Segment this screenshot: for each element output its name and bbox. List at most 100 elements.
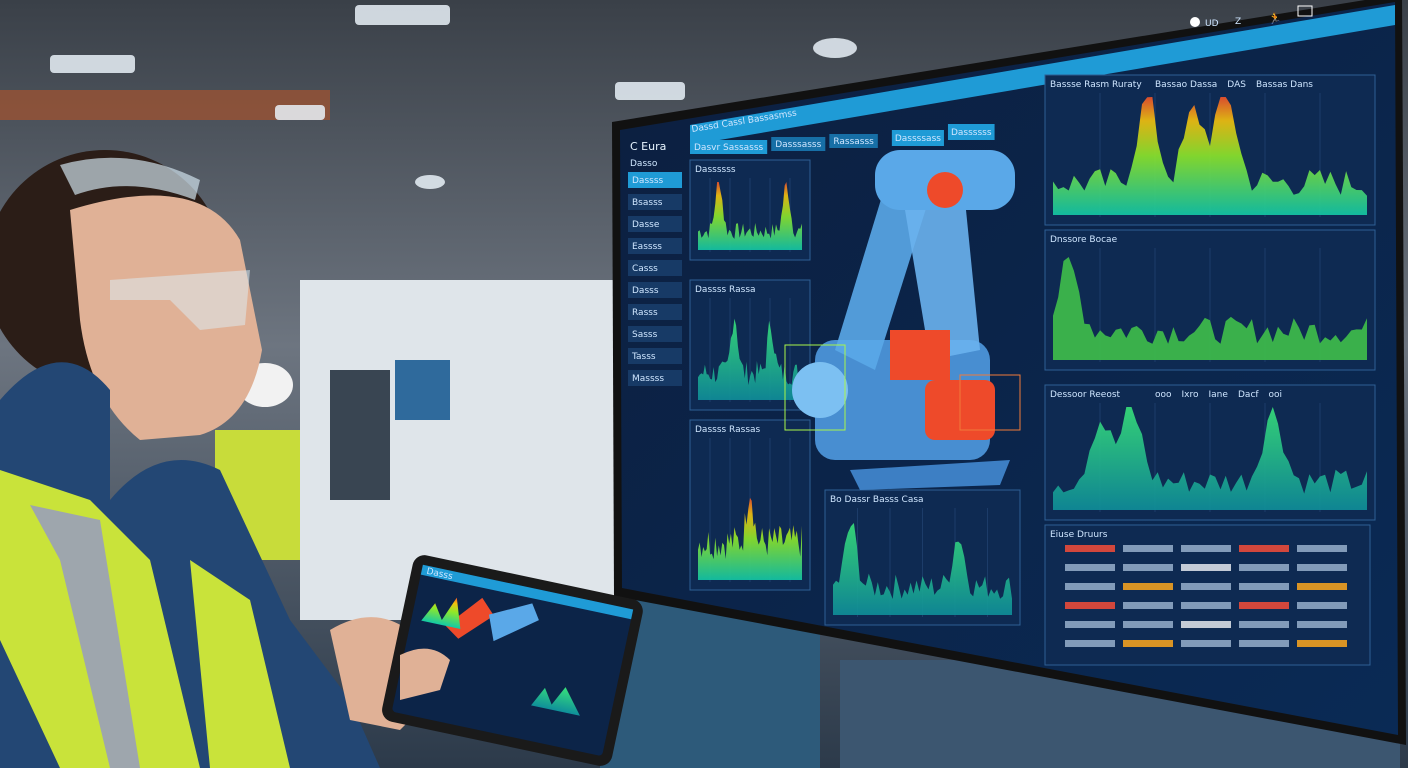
panel-right-mid: Dnssore Bocae bbox=[1044, 229, 1376, 371]
panel-title: Bassse Rasm Ruraty bbox=[1050, 80, 1142, 90]
sidebar-item-label: Sasss bbox=[632, 330, 658, 340]
action-button-1[interactable]: Dassssss bbox=[947, 124, 995, 140]
finger bbox=[400, 648, 450, 700]
panel-title: Dnssore Bocae bbox=[1050, 235, 1118, 245]
spectrum-chart bbox=[833, 523, 1012, 615]
status-table: Eiuse Druurs bbox=[1044, 524, 1371, 666]
robot-arm-3d-model[interactable] bbox=[784, 150, 1021, 490]
sidebar-item[interactable]: Eassss bbox=[628, 238, 682, 254]
tablet[interactable]: Dasss bbox=[380, 553, 645, 768]
spectrum-chart bbox=[1053, 257, 1367, 360]
tab-label: Dasvr Sassasss bbox=[694, 143, 764, 153]
tab-1[interactable]: Dasssasss bbox=[771, 137, 826, 151]
table-cell bbox=[1123, 564, 1173, 571]
table-cell bbox=[1065, 564, 1115, 571]
safety-glasses bbox=[110, 270, 250, 330]
sidebar-item-label: Casss bbox=[632, 264, 658, 274]
tab-label: Dasssasss bbox=[775, 140, 821, 150]
sidebar-heading: Dasso bbox=[630, 159, 658, 169]
table-cell bbox=[1297, 583, 1347, 590]
spectrum-chart bbox=[698, 318, 802, 400]
table-cell bbox=[1181, 545, 1231, 552]
button-label: Dassssss bbox=[951, 128, 992, 138]
sidebar-item-label: Bsasss bbox=[632, 198, 663, 208]
spectrum-chart bbox=[698, 182, 802, 250]
sidebar-item-label: Rasss bbox=[632, 308, 658, 318]
button-label: Dassssass bbox=[895, 134, 941, 144]
table-cell bbox=[1123, 640, 1173, 647]
legend-item: ooi bbox=[1269, 390, 1283, 400]
table-cell bbox=[1065, 545, 1115, 552]
table-cell bbox=[1181, 621, 1231, 628]
top-icon-text: Z bbox=[1235, 17, 1241, 27]
spectrum-chart bbox=[1053, 407, 1367, 510]
tab-2[interactable]: Rassasss bbox=[829, 134, 878, 148]
tab-0[interactable]: Dasvr Sassasss bbox=[690, 140, 768, 154]
user-icon[interactable] bbox=[1190, 17, 1200, 27]
panel-title: Dessoor Reeost bbox=[1050, 390, 1121, 400]
legend-item: Iane bbox=[1209, 390, 1229, 400]
panel-title: Dassssss bbox=[695, 165, 736, 175]
engineer-woman bbox=[0, 150, 440, 768]
sidebar-item[interactable]: Dasse bbox=[628, 216, 682, 232]
machine-screen bbox=[395, 360, 450, 420]
table-cell bbox=[1297, 602, 1347, 609]
sidebar-item[interactable]: Tasss bbox=[628, 348, 682, 364]
safety-glasses-on-head bbox=[60, 157, 200, 200]
legend-item: Ixro bbox=[1182, 390, 1199, 400]
action-button-0[interactable]: Dassssass bbox=[891, 130, 944, 146]
table-cell bbox=[1065, 583, 1115, 590]
table-cell bbox=[1123, 621, 1173, 628]
table-cell bbox=[1065, 621, 1115, 628]
machine-door bbox=[330, 370, 390, 500]
table-cell bbox=[1297, 640, 1347, 647]
sidebar-item-label: Massss bbox=[632, 374, 664, 384]
top-icon-text: UD bbox=[1205, 19, 1219, 29]
table-cell bbox=[1123, 545, 1173, 552]
legend-item: Dacf bbox=[1238, 390, 1259, 400]
spectrum-chart bbox=[1053, 97, 1367, 215]
sidebar-item[interactable]: Dassss bbox=[628, 172, 682, 188]
table-cell bbox=[1181, 602, 1231, 609]
table-cell bbox=[1181, 583, 1231, 590]
table-cell bbox=[1123, 602, 1173, 609]
window-icon[interactable] bbox=[1297, 5, 1313, 17]
panel-right-lower: Dessoor Reeost ooo Ixro Iane Dacf ooi bbox=[1044, 384, 1376, 521]
tab-label: Rassasss bbox=[833, 137, 874, 147]
panel-left-top: Dassssss bbox=[689, 159, 811, 261]
sidebar-item[interactable]: Casss bbox=[628, 260, 682, 276]
table-cell bbox=[1239, 583, 1289, 590]
sidebar-item[interactable]: Sasss bbox=[628, 326, 682, 342]
sidebar-item-label: Dasse bbox=[632, 220, 660, 230]
sidebar-item[interactable]: Dasss bbox=[628, 282, 682, 298]
run-icon[interactable]: 🏃 bbox=[1268, 12, 1282, 25]
panel-left-bottom: Dassss Rassas bbox=[689, 419, 811, 591]
table-cell bbox=[1239, 621, 1289, 628]
sidebar-item-label: Dassss bbox=[632, 176, 664, 186]
panel-title: Bo Dassr Basss Casa bbox=[830, 495, 924, 505]
spectrum-chart bbox=[698, 497, 802, 580]
table-cell bbox=[1297, 564, 1347, 571]
table-cell bbox=[1181, 564, 1231, 571]
table-cell bbox=[1239, 640, 1289, 647]
legend-item: DAS bbox=[1227, 80, 1246, 90]
sidebar-item[interactable]: Rasss bbox=[628, 304, 682, 320]
panel-title: Dassss Rassa bbox=[695, 285, 756, 295]
table-title: Eiuse Druurs bbox=[1050, 530, 1108, 540]
app-title: C Eura bbox=[630, 140, 666, 153]
sidebar-item[interactable]: Massss bbox=[628, 370, 682, 386]
sidebar-item[interactable]: Bsasss bbox=[628, 194, 682, 210]
table-cell bbox=[1239, 545, 1289, 552]
sidebar-item-label: Tasss bbox=[631, 352, 656, 362]
legend-item: Bassas Dans bbox=[1256, 80, 1313, 90]
ceiling-lights bbox=[50, 5, 857, 189]
table-cell bbox=[1239, 602, 1289, 609]
table-cell bbox=[1181, 640, 1231, 647]
legend-item: ooo bbox=[1155, 390, 1172, 400]
sidebar-item-label: Eassss bbox=[632, 242, 662, 252]
top-icons[interactable]: UD Z 🏃 bbox=[1190, 5, 1313, 29]
panel-right-top: Bassse Rasm Ruraty Bassao Dassa DAS Bassas … bbox=[1044, 74, 1376, 226]
table-cell bbox=[1297, 545, 1347, 552]
panel-center-bottom: Bo Dassr Basss Casa bbox=[824, 489, 1021, 626]
